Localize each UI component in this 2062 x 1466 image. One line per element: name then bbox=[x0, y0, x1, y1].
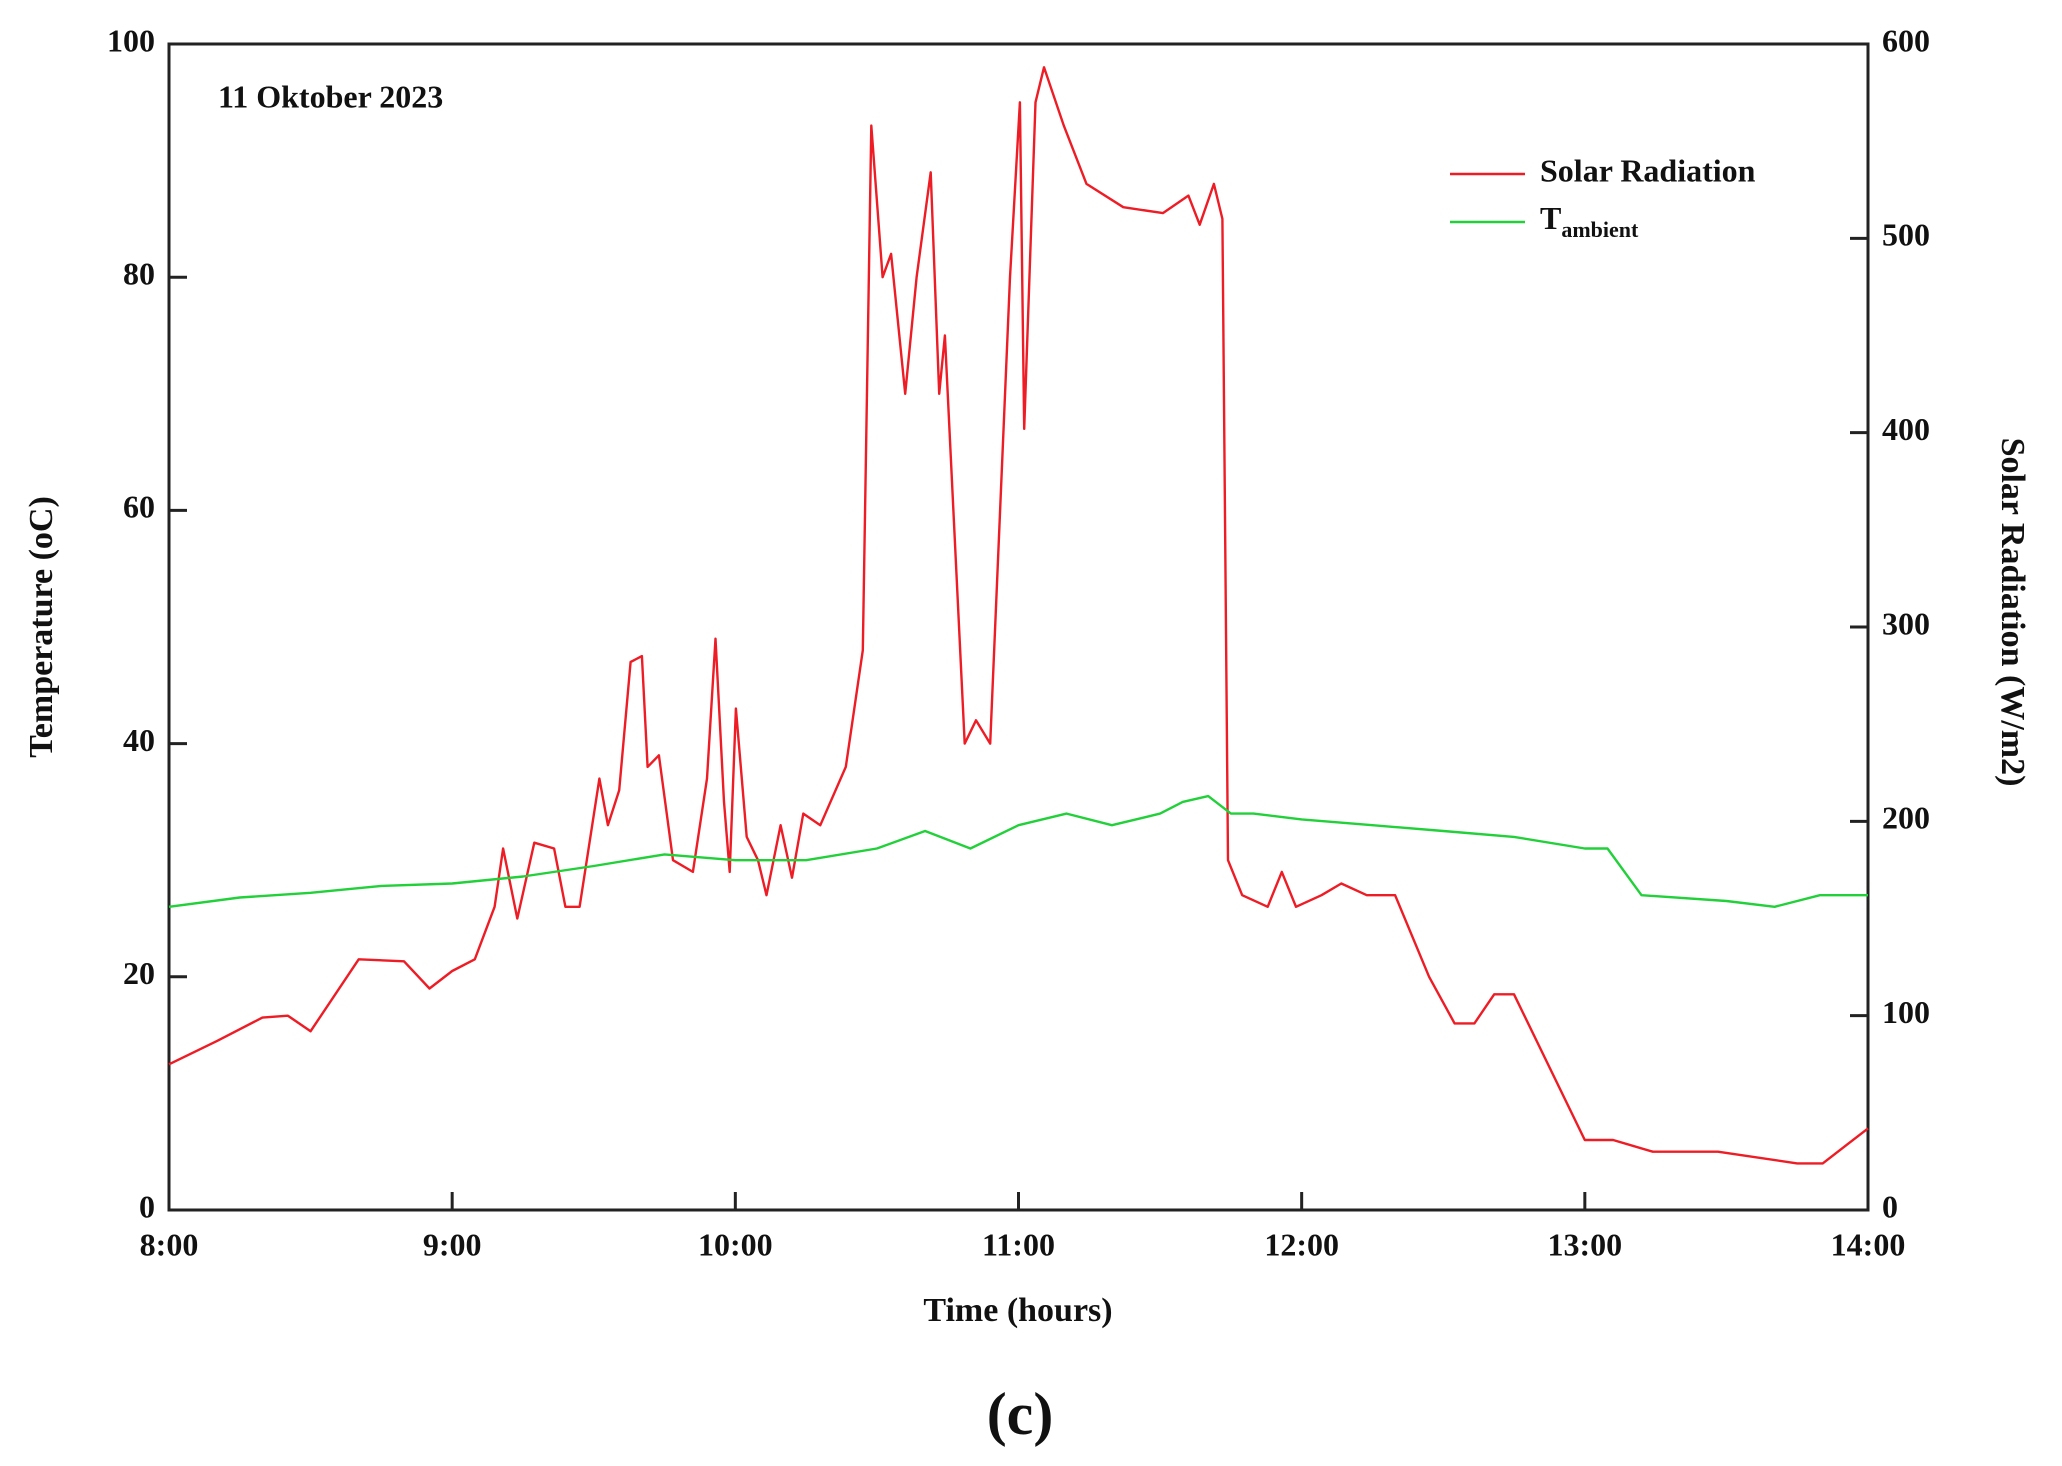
x-tick-label: 12:00 bbox=[1264, 1226, 1339, 1262]
y2-axis-title: Solar Radiation (W/m2) bbox=[1994, 438, 2031, 787]
y2-tick-label: 300 bbox=[1882, 605, 1930, 641]
legend-label: Tambient bbox=[1540, 200, 1639, 242]
x-tick-label: 11:00 bbox=[982, 1226, 1055, 1262]
x-tick-label: 8:00 bbox=[140, 1226, 199, 1262]
y-tick-label: 0 bbox=[139, 1188, 155, 1224]
caption: (c) bbox=[987, 1381, 1054, 1447]
x-axis-title: Time (hours) bbox=[923, 1292, 1112, 1329]
x-tick-label: 13:00 bbox=[1548, 1226, 1623, 1262]
y-axis-title: Temperature (oC) bbox=[23, 496, 60, 758]
y-tick-label: 80 bbox=[123, 256, 155, 292]
y2-tick-label: 500 bbox=[1882, 217, 1930, 253]
y2-tick-label: 0 bbox=[1882, 1188, 1898, 1224]
y-tick-label: 40 bbox=[123, 722, 155, 758]
y2-tick-label: 600 bbox=[1882, 22, 1930, 58]
x-tick-label: 10:00 bbox=[698, 1226, 773, 1262]
y2-tick-label: 400 bbox=[1882, 411, 1930, 447]
series-line bbox=[168, 794, 1868, 908]
x-tick-label: 14:00 bbox=[1831, 1226, 1906, 1262]
series-line bbox=[168, 66, 1869, 1165]
y-tick-label: 20 bbox=[123, 955, 155, 991]
x-tick-label: 9:00 bbox=[423, 1226, 482, 1262]
y-tick-label: 60 bbox=[123, 489, 155, 525]
y2-tick-label: 100 bbox=[1882, 994, 1930, 1030]
y2-tick-label: 200 bbox=[1882, 800, 1930, 836]
y-tick-label: 100 bbox=[107, 22, 155, 58]
legend-label: Solar Radiation bbox=[1540, 152, 1756, 188]
annotation: 11 Oktober 2023 bbox=[218, 78, 443, 114]
